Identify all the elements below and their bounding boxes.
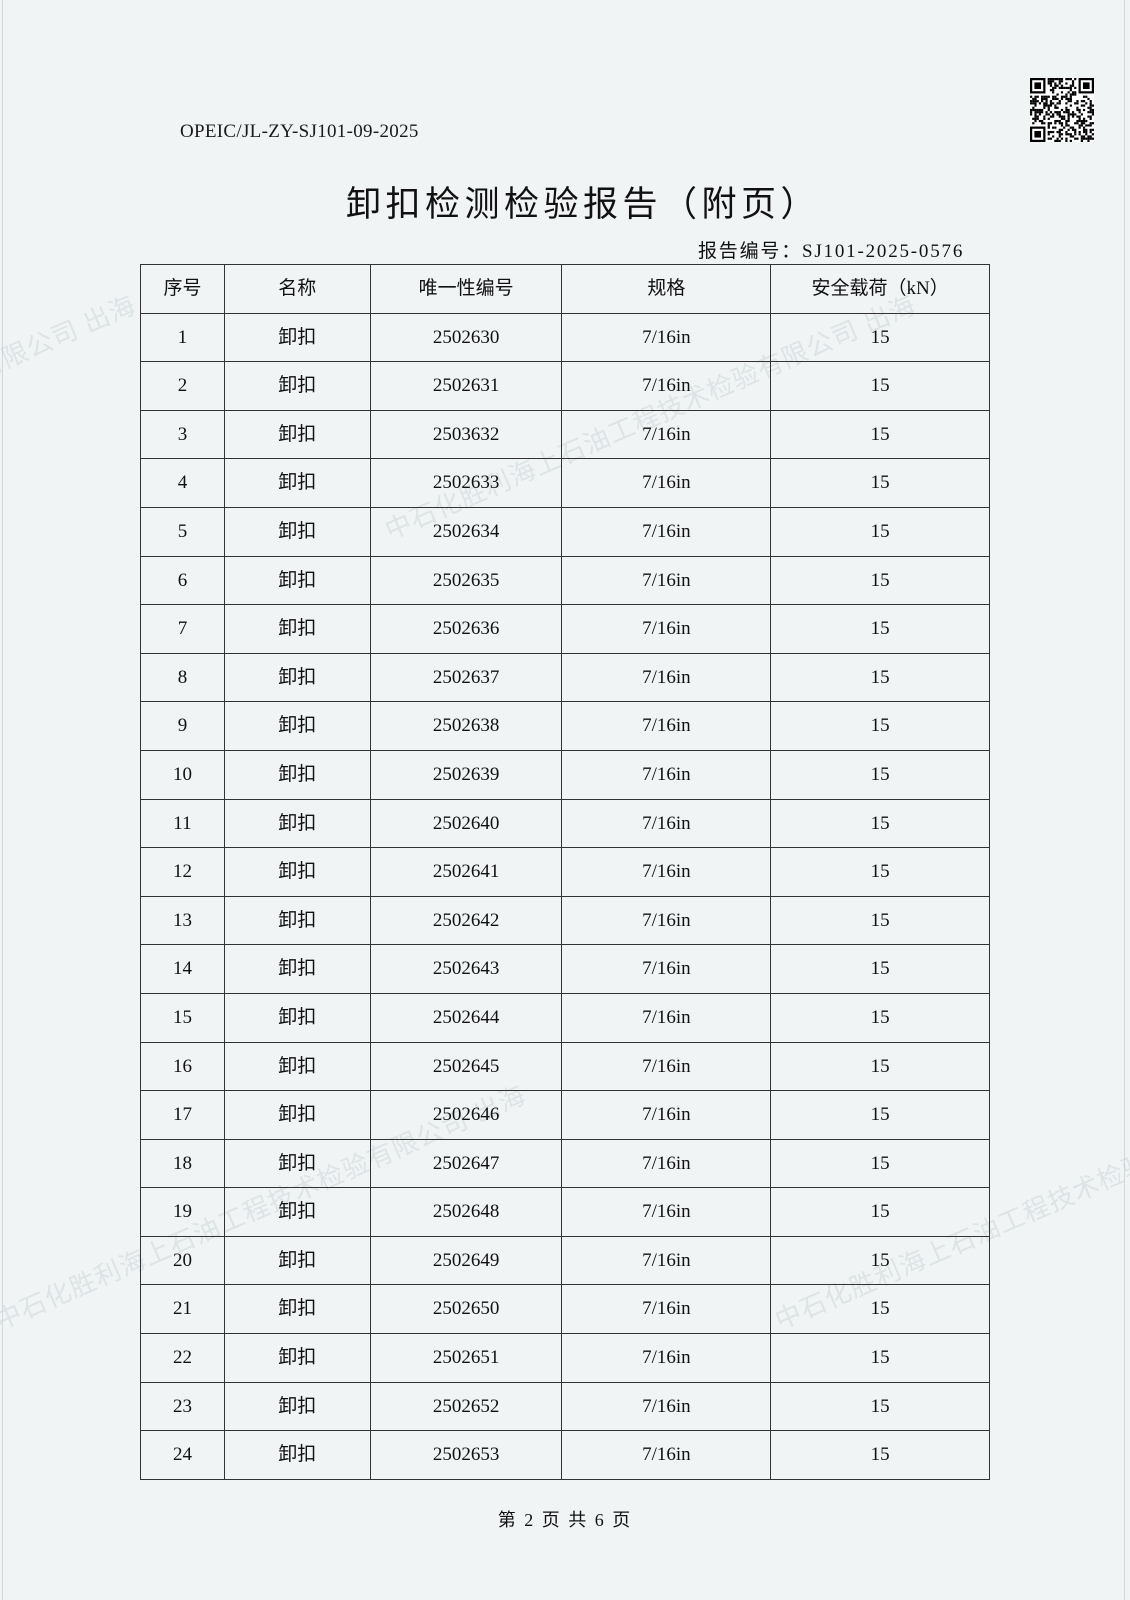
svg-text:中石化胜利海上石油工程技术检验有限公司 出海: 中石化胜利海上石油工程技术检验有限公司 出海 (0, 290, 140, 546)
